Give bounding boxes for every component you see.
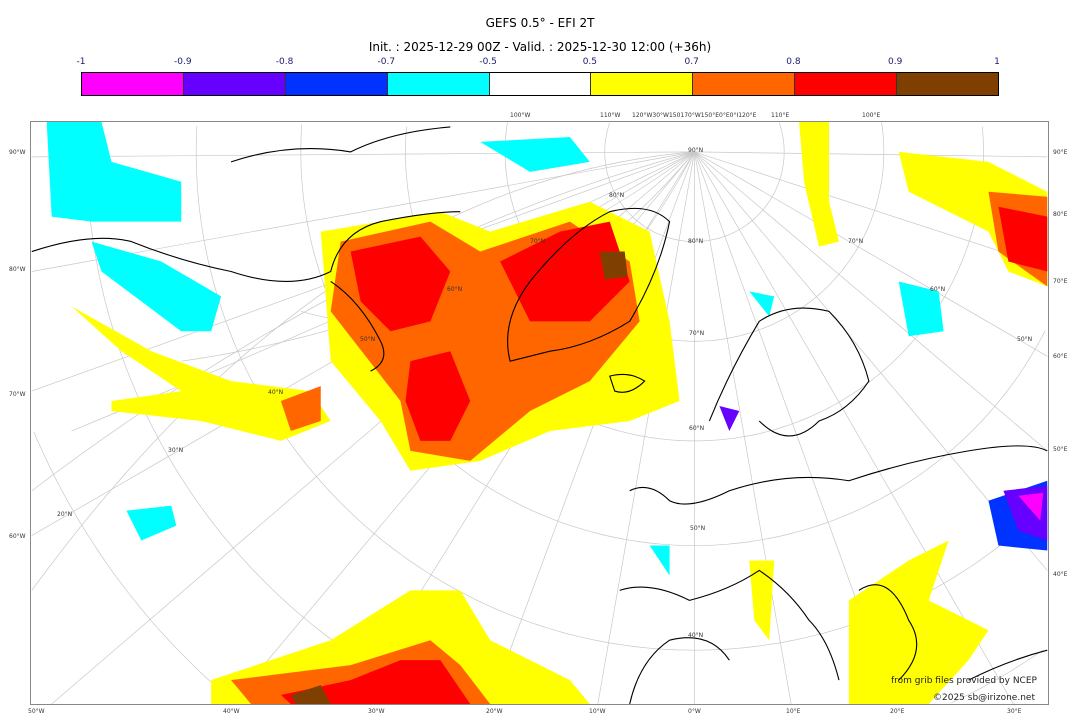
latitude-label: 60°N [689, 425, 705, 432]
colorbar-tick: 0.5 [582, 57, 598, 67]
colorbar-segment [82, 73, 184, 95]
colorbar-segment [897, 73, 999, 95]
efi-cyan [46, 122, 944, 576]
left-axis-label: 70°W [9, 391, 26, 398]
colorbar [81, 72, 999, 96]
colorbar-tick: 0.7 [684, 57, 699, 67]
colorbar-segment [693, 73, 796, 95]
latitude-label: 50°N [690, 525, 706, 532]
latitude-circle [33, 432, 234, 702]
colorbar-segment [591, 73, 694, 95]
colorbar-tick: 0.9 [888, 57, 903, 67]
bottom-axis-label: 10°W [589, 708, 606, 715]
latitude-label: 30°N [168, 447, 184, 454]
latitude-circle [951, 649, 1044, 704]
left-axis-label: 60°W [9, 533, 26, 540]
left-axis-label: 80°W [9, 266, 26, 273]
colorbar-tick: -0.7 [377, 57, 396, 67]
colorbar-segment [183, 73, 286, 95]
efi-red [280, 206, 1048, 704]
latitude-label: 90°N [688, 147, 704, 154]
latitude-label: 70°N [530, 238, 546, 245]
latitude-label: 50°N [360, 336, 376, 343]
colorbar-tick: -0.8 [275, 57, 294, 67]
right-axis-label: 80°E [1053, 211, 1068, 218]
latitude-label: 40°N [268, 389, 284, 396]
top-axis-label: 100°W [510, 112, 531, 119]
colorbar-segment [285, 73, 388, 95]
right-axis-label: 50°E [1053, 446, 1068, 453]
latitude-label: 40°N [688, 632, 704, 639]
latitude-label: 60°N [447, 286, 463, 293]
latitude-circle [881, 122, 885, 152]
latitude-label: 20°N [57, 511, 73, 518]
colorbar-tick: -0.9 [173, 57, 192, 67]
map-canvas [30, 121, 1049, 705]
efi-yellow [71, 122, 1048, 704]
top-axis-label: 120°W30°W150170°W150°E0°E0°I120°E [632, 112, 757, 119]
latitude-circle [778, 122, 785, 152]
colorbar-tick: -0.5 [479, 57, 497, 67]
efi-purple-magenta [719, 406, 1048, 551]
top-axis-label: 110°E [771, 112, 790, 119]
bottom-axis-label: 0°W [688, 708, 701, 715]
graticule [31, 122, 1048, 704]
latitude-label: 70°N [689, 330, 705, 337]
latitude-circle [604, 122, 785, 242]
right-axis-label: 70°E [1053, 278, 1068, 285]
map-subtitle: Init. : 2025-12-29 00Z - Valid. : 2025-1… [368, 40, 712, 54]
latitude-circle [982, 126, 984, 152]
latitude-label: 80°N [688, 238, 704, 245]
bottom-axis-label: 30°W [368, 708, 385, 715]
top-axis-label: 100°E [862, 112, 881, 119]
latitude-label: 60°N [930, 286, 946, 293]
copyright: ©2025 sb@irizone.net [933, 693, 1035, 703]
colorbar-segment [489, 73, 592, 95]
colorbar-tick: -1 [76, 57, 86, 67]
latitude-label: 50°N [1017, 336, 1033, 343]
coastlines [31, 126, 1048, 704]
bottom-axis-label: 10°E [786, 708, 801, 715]
bottom-axis-label: 20°E [890, 708, 905, 715]
colorbar-tick: 1 [994, 57, 1000, 67]
right-axis-label: 40°E [1053, 571, 1068, 578]
right-axis-label: 60°E [1053, 353, 1068, 360]
bottom-axis-label: 20°W [486, 708, 503, 715]
efi-map [31, 122, 1048, 704]
bottom-axis-label: 40°W [223, 708, 240, 715]
data-credit: from grib files provided by NCEP [891, 676, 1037, 686]
right-axis-label: 90°E [1053, 149, 1068, 156]
bottom-axis-label: 30°E [1007, 708, 1022, 715]
colorbar-tick: 0.8 [786, 57, 801, 67]
left-axis-label: 90°W [9, 149, 26, 156]
efi-brown [290, 251, 628, 704]
latitude-label: 80°N [609, 192, 625, 199]
latitude-label: 70°N [848, 238, 864, 245]
colorbar-segment [795, 73, 898, 95]
bottom-axis-label: 50°W [28, 708, 45, 715]
colorbar-segment [387, 73, 490, 95]
top-axis-label: 110°W [600, 112, 621, 119]
map-title: GEFS 0.5° - EFI 2T [485, 16, 595, 30]
